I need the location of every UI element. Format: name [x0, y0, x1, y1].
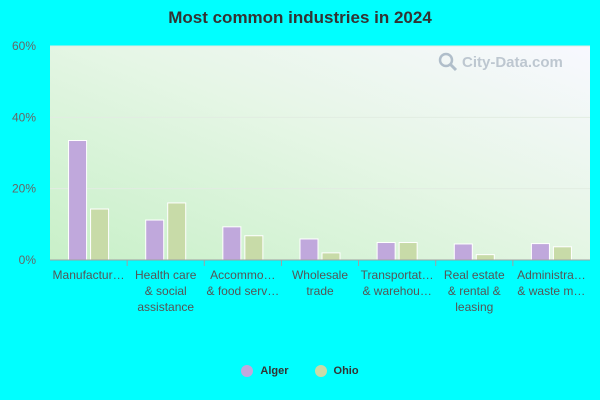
y-tick-label: 40% [12, 110, 36, 124]
y-tick-label: 20% [12, 182, 36, 196]
legend-item-alger[interactable]: Alger [241, 365, 289, 377]
y-tick-label: 0% [19, 253, 37, 267]
bar-alger[interactable] [453, 243, 473, 261]
x-tick-label: Wholesale trade [292, 268, 348, 298]
x-tick-label: Transportat… & warehou… [361, 268, 434, 298]
bar-alger[interactable] [145, 219, 165, 261]
bar-alger[interactable] [376, 242, 396, 261]
y-tick-label: 60% [12, 39, 36, 53]
bar-alger[interactable] [222, 226, 242, 261]
x-tick-label: Health care & social assistance [135, 268, 197, 314]
legend-swatch-alger [241, 365, 254, 377]
bar-ohio[interactable] [90, 208, 110, 261]
bar-alger[interactable] [299, 238, 319, 261]
bar-ohio[interactable] [321, 252, 341, 261]
chart-title: Most common industries in 2024 [168, 8, 432, 27]
watermark-text: City-Data.com [462, 53, 563, 71]
x-tick-label: Real estate & rental & leasing [444, 268, 505, 314]
bar-ohio[interactable] [244, 235, 264, 261]
bar-ohio[interactable] [552, 246, 572, 261]
legend-swatch-ohio [314, 365, 327, 377]
legend-label-ohio: Ohio [333, 365, 359, 377]
bar-ohio[interactable] [398, 242, 418, 261]
bar-alger[interactable] [530, 243, 550, 261]
watermark: City-Data.com [438, 52, 563, 72]
x-tick-label: Manufactur… [53, 268, 125, 282]
legend: Alger Ohio [0, 365, 600, 377]
x-tick-label: Administra… & waste m… [517, 268, 586, 298]
legend-label-alger: Alger [260, 365, 289, 377]
search-icon [438, 52, 458, 72]
bar-alger[interactable] [68, 140, 88, 261]
legend-item-ohio[interactable]: Ohio [314, 365, 359, 377]
x-tick-label: Accommo… & food serv… [207, 268, 280, 298]
bar-ohio[interactable] [167, 202, 187, 261]
plot-area [50, 46, 590, 260]
bar-ohio[interactable] [475, 254, 495, 261]
